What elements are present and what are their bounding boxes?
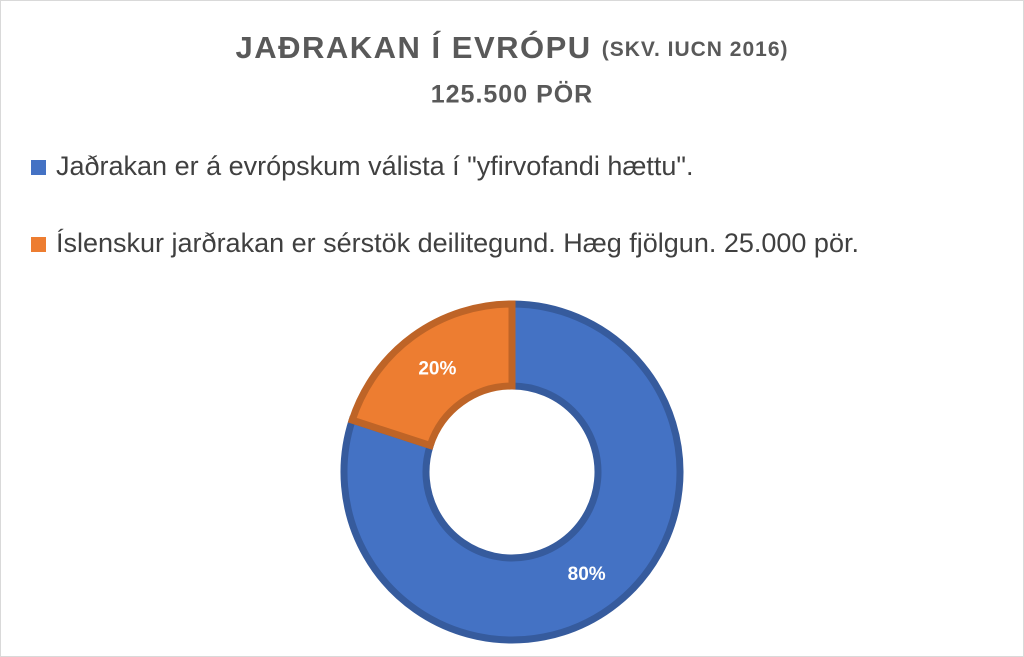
legend-label: Jaðrakan er á evrópskum válista í "yfirv… bbox=[56, 151, 693, 181]
donut-segment bbox=[347, 300, 516, 450]
legend-swatch bbox=[31, 160, 46, 175]
chart-title: JAÐRAKAN Í EVRÓPU (SKV. IUCN 2016) bbox=[235, 29, 788, 65]
title-note: (SKV. IUCN 2016) bbox=[602, 38, 789, 61]
data-label: 80% bbox=[568, 564, 606, 585]
title-main: JAÐRAKAN Í EVRÓPU bbox=[235, 29, 591, 65]
legend-swatch bbox=[31, 237, 46, 252]
data-label: 20% bbox=[418, 358, 456, 379]
donut-segment bbox=[340, 300, 684, 644]
legend-label: Íslenskur jarðrakan er sérstök deilitegu… bbox=[56, 228, 859, 258]
chart-subtitle: 125.500 PÖR bbox=[431, 80, 594, 109]
